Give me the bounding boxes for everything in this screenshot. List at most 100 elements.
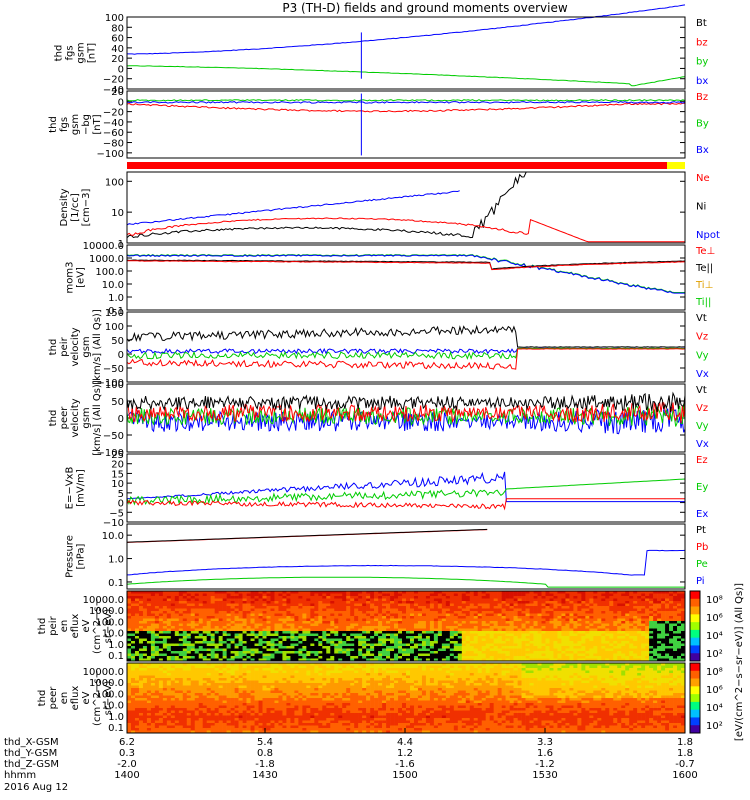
spectrogram-cell <box>274 626 279 629</box>
spectrogram-cell <box>330 608 335 612</box>
spectrogram-cell <box>585 633 590 637</box>
spectrogram-cell <box>158 643 164 647</box>
spectrogram-cell <box>302 606 307 609</box>
spectrogram-cell <box>649 618 654 622</box>
spectrogram-cell <box>421 591 427 594</box>
spectrogram-cell <box>366 603 371 607</box>
spectrogram-cell <box>166 665 172 669</box>
spectrogram-cell <box>569 613 574 617</box>
spectrogram-cell <box>342 623 347 627</box>
spectrogram-cell <box>533 613 538 617</box>
spectrogram-cell <box>130 723 136 726</box>
spectrogram-cell <box>669 658 674 662</box>
spectrogram-cell <box>386 608 391 612</box>
spectrogram-cell <box>246 648 251 652</box>
spectrogram-cell <box>529 593 534 597</box>
spectrogram-cell <box>421 653 427 657</box>
spectrogram-cell <box>186 596 192 599</box>
spectrogram-cell <box>282 653 287 657</box>
spectrogram-cell <box>453 641 459 644</box>
spectrogram-cell <box>130 665 136 669</box>
spectrogram-cell <box>485 653 490 657</box>
y-tick-label: 10000.0 <box>83 241 124 252</box>
spectrogram-cell <box>190 656 196 659</box>
spectrogram-cell <box>617 646 622 649</box>
spectrogram-cell <box>489 636 494 639</box>
spectrogram-cell <box>657 623 662 627</box>
spectrogram-cell <box>198 720 204 724</box>
spectrogram-cell <box>533 656 538 659</box>
spectrogram-cell <box>521 646 526 649</box>
spectrogram-cell <box>142 685 148 689</box>
spectrogram-cell <box>134 688 140 691</box>
spectrogram-cell <box>461 638 467 642</box>
spectrogram-cell <box>210 720 215 724</box>
spectrogram-cell <box>417 601 423 604</box>
spectrogram-cell <box>218 730 223 734</box>
spectrogram-cell <box>186 623 192 627</box>
spectrogram-cell <box>529 648 534 652</box>
spectrogram-cell <box>553 621 558 624</box>
spectrogram-cell <box>202 700 208 704</box>
spectrogram-cell <box>186 728 192 731</box>
spectrogram-cell <box>497 643 502 647</box>
spectrogram-cell <box>158 606 164 609</box>
spectrogram-cell <box>649 616 654 619</box>
spectrogram-cell <box>549 598 554 602</box>
spectrogram-cell <box>198 623 204 627</box>
spectrogram-cell <box>226 685 231 689</box>
spectrogram-cell <box>270 626 275 629</box>
spectrogram-cell <box>150 718 156 721</box>
spectrogram-cell <box>374 606 379 609</box>
spectrogram-cell <box>190 730 196 734</box>
spectrogram-cell <box>202 608 208 612</box>
spectrogram-cell <box>653 596 658 599</box>
spectrogram-cell <box>593 598 598 602</box>
spectrogram-cell <box>673 643 678 647</box>
spectrogram-cell <box>629 613 634 617</box>
spectrogram-cell <box>234 643 239 647</box>
spectrogram-cell <box>242 643 247 647</box>
spectrogram-cell <box>509 651 514 654</box>
spectrogram-cell <box>250 618 255 622</box>
spectrogram-cell <box>250 598 255 602</box>
spectrogram-cell <box>138 631 144 634</box>
spectrogram-cell <box>158 730 164 734</box>
spectrogram-cell <box>505 611 510 614</box>
spectrogram-cell <box>378 621 383 624</box>
spectrogram-cell <box>581 623 586 627</box>
spectrogram-cell <box>469 593 475 597</box>
spectrogram-cell <box>194 725 200 729</box>
spectrogram-cell <box>437 628 443 632</box>
spectrogram-cell <box>150 658 156 662</box>
spectrogram-cell <box>318 656 323 659</box>
spectrogram-cell <box>242 591 247 594</box>
spectrogram-cell <box>565 641 570 644</box>
spectrogram-cell <box>521 621 526 624</box>
spectrogram-cell <box>186 626 192 629</box>
spectrogram-cell <box>206 656 211 659</box>
spectrogram-cell <box>202 693 208 696</box>
spectrogram-cell <box>609 658 614 662</box>
spectrogram-cell <box>218 663 223 666</box>
spectrogram-cell <box>549 653 554 657</box>
spectrogram-cell <box>222 653 227 657</box>
spectrogram-cell <box>561 613 566 617</box>
spectrogram-cell <box>629 596 634 599</box>
spectrogram-cell <box>425 643 431 647</box>
spectrogram-cell <box>469 653 475 657</box>
spectrogram-cell <box>557 598 562 602</box>
spectrogram-cell <box>326 618 331 622</box>
spectrogram-cell <box>661 598 666 602</box>
spectrogram-cell <box>457 603 463 607</box>
spectrogram-cell <box>585 603 590 607</box>
spectrogram-cell <box>186 656 192 659</box>
spectrogram-cell <box>354 636 359 639</box>
spectrogram-cell <box>581 621 586 624</box>
spectrogram-cell <box>398 608 403 612</box>
spectrogram-cell <box>322 646 327 649</box>
spectrogram-cell <box>150 725 156 729</box>
spectrogram-cell <box>461 613 467 617</box>
spectrogram-cell <box>150 698 156 701</box>
spectrogram-cell <box>517 631 522 634</box>
